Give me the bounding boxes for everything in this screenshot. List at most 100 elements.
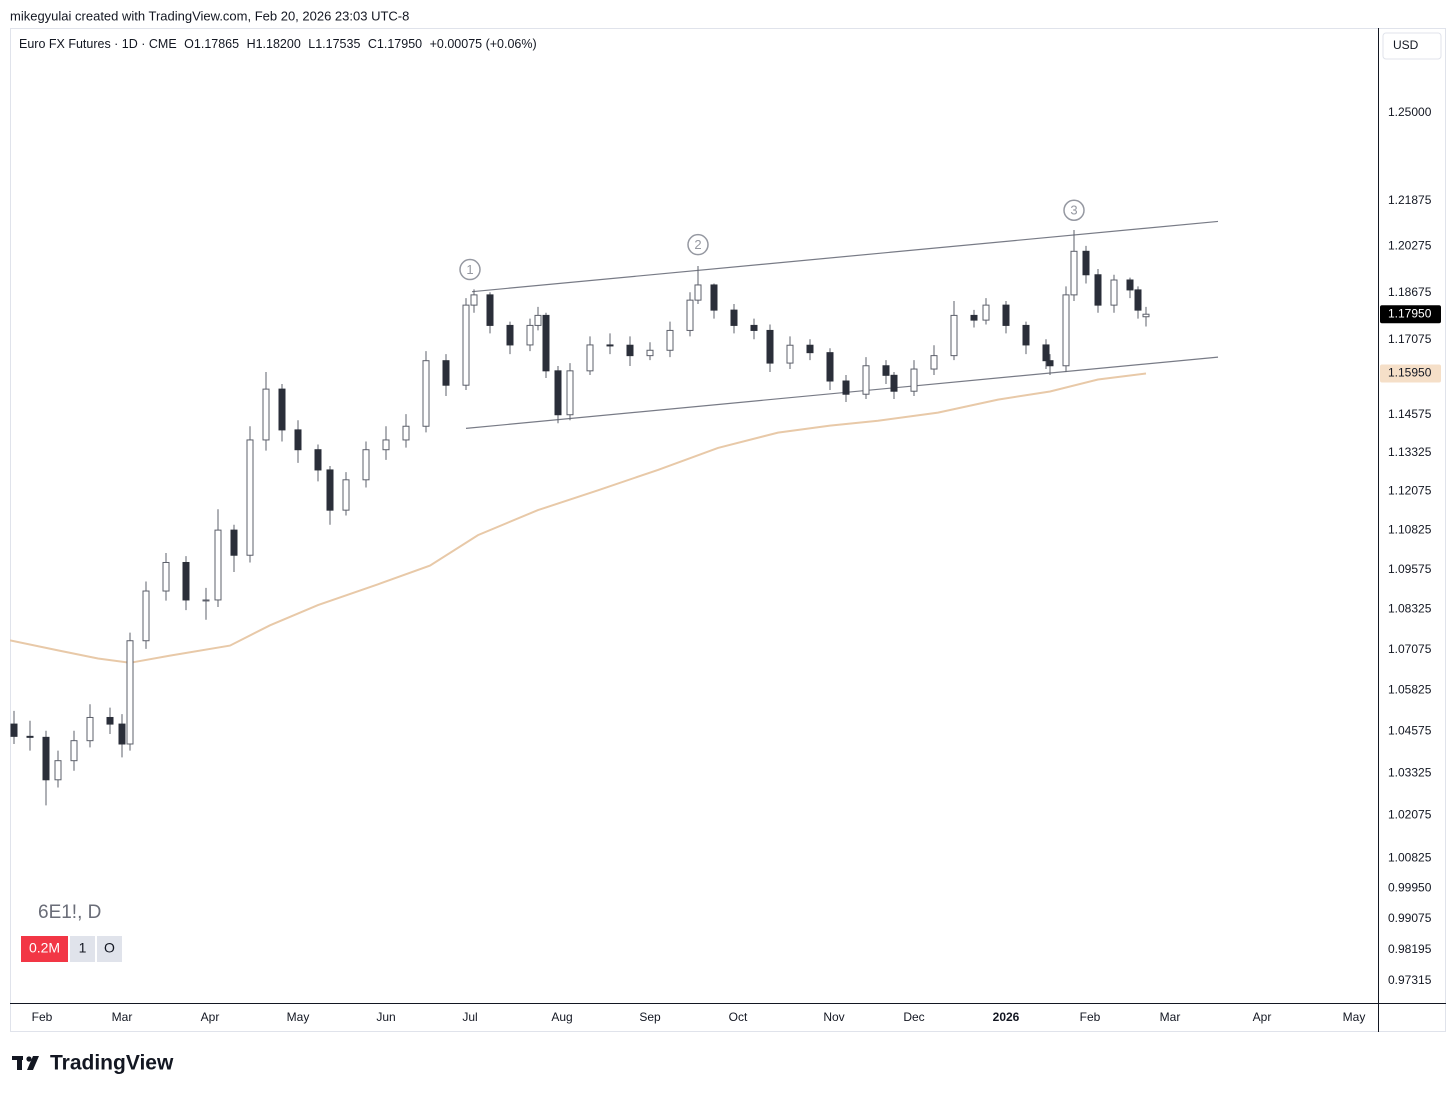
candle-body (970, 314, 978, 321)
y-tick-label: 1.02075 (1388, 808, 1432, 822)
ohlc-change: +0.00075 (+0.06%) (430, 37, 537, 51)
candle-body (162, 561, 170, 592)
candle-body (182, 561, 190, 601)
candle-body (1082, 250, 1090, 276)
candle-body (294, 429, 302, 451)
candle-body (710, 284, 718, 311)
candle-body (882, 365, 890, 376)
candle-body (534, 314, 542, 326)
candle-body (542, 314, 550, 372)
x-tick-label: Jul (462, 1010, 477, 1024)
candle-body (1134, 289, 1142, 311)
price-marker (1380, 305, 1441, 324)
wave-label: 1 (466, 262, 473, 277)
candle-body (70, 740, 78, 762)
candle-body (730, 309, 738, 326)
candle-body (442, 360, 450, 386)
plot-area: 1 2 3 (10, 199, 1219, 806)
y-tick-label: 1.08325 (1388, 602, 1432, 616)
wave-label: 2 (694, 237, 701, 252)
y-tick-label: 1.20275 (1388, 239, 1432, 253)
candle-body (214, 529, 222, 601)
candle-body (118, 723, 126, 745)
currency[interactable]: USD (1393, 38, 1419, 52)
candle-body (1094, 274, 1102, 306)
wave-marker (1063, 199, 1085, 222)
candle-body (106, 716, 114, 725)
logo-part (17, 1056, 22, 1070)
candle-body (1110, 279, 1118, 306)
x-tick-label: Mar (1160, 1010, 1181, 1024)
y-tick-label: 1.13325 (1388, 445, 1432, 459)
candle-body (470, 294, 478, 306)
candle-body (246, 439, 254, 556)
y-tick-label: 0.99075 (1388, 911, 1432, 925)
badge: O (104, 940, 115, 956)
trendline (465, 356, 1219, 429)
candle-body (554, 370, 562, 416)
y-tick-label: 1.04575 (1388, 724, 1432, 738)
candle-body (506, 324, 514, 346)
y-tick-label: 1.25000 (1388, 105, 1432, 119)
candle-body (586, 344, 594, 372)
candle-body (126, 640, 134, 745)
y-tick-label: 1.14575 (1388, 407, 1432, 421)
wave-marker (459, 258, 481, 281)
logo-part (27, 1056, 39, 1070)
candle-body (262, 388, 270, 441)
candle-body (1042, 344, 1050, 362)
candle-body (1002, 304, 1010, 326)
x-tick-label: Jun (376, 1010, 395, 1024)
candle-body (326, 469, 334, 511)
x-tick-label: 2026 (993, 1010, 1020, 1024)
candle-body (1126, 279, 1134, 291)
badge-bg (97, 936, 122, 962)
candle-body (382, 439, 390, 451)
candle-body (666, 329, 674, 351)
ohlc-low: L1.17535 (308, 37, 360, 51)
candle-body (42, 736, 50, 781)
candle-body (402, 425, 410, 441)
x-tick-label: May (1343, 1010, 1366, 1024)
candle-body (202, 599, 210, 602)
candle-body (890, 374, 898, 392)
x-tick-label: Oct (729, 1010, 748, 1024)
candle-body (982, 304, 990, 321)
wave-label: 3 (1070, 203, 1077, 218)
y-tick-label: 1.09575 (1388, 562, 1432, 576)
candle-body (566, 370, 574, 416)
candle-body (142, 590, 150, 642)
ohlc-open: O1.17865 (184, 37, 239, 51)
ohlc-high: H1.18200 (247, 37, 301, 51)
ohlc-close: C1.17950 (368, 37, 422, 51)
candle-body (1142, 313, 1150, 318)
chart-frame (10, 28, 1446, 1032)
candle-body (626, 344, 634, 357)
candle-body (646, 349, 654, 357)
candle-body (1022, 324, 1030, 346)
candle-body (766, 329, 774, 364)
candle-body (314, 449, 322, 471)
price-marker-label: 1.17950 (1388, 306, 1432, 320)
currency-box[interactable] (1382, 32, 1442, 60)
candle-body (686, 299, 694, 331)
credit: mikegyulai created with TradingView.com,… (10, 8, 409, 23)
brand: TradingView (50, 1052, 174, 1075)
price-marker-label: 1.15950 (1388, 366, 1432, 380)
y-tick-label: 1.12075 (1388, 484, 1432, 498)
candle-body (342, 479, 350, 511)
y-tick-label: 0.99950 (1388, 881, 1432, 895)
candle-body (826, 352, 834, 382)
candle-body (1062, 294, 1070, 367)
candle-body (606, 344, 614, 347)
y-tick-label: 1.03325 (1388, 765, 1432, 779)
candle-body (930, 355, 938, 370)
y-tick-label: 1.05825 (1388, 683, 1432, 697)
candle-body (422, 360, 430, 427)
badge: 1 (79, 940, 87, 956)
x-tick-label: Nov (823, 1010, 844, 1024)
candle-body (362, 449, 370, 481)
x-tick-label: Mar (112, 1010, 133, 1024)
candle-body (278, 388, 286, 431)
wave-marker (687, 233, 709, 256)
